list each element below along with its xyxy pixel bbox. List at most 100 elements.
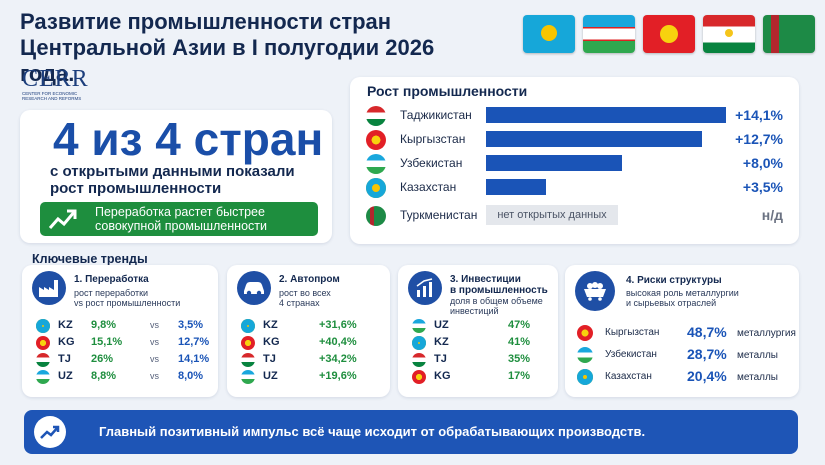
uzbekistan-flag-icon bbox=[36, 370, 50, 384]
growth-card: Рост промышленности Таджикистан +14,1% К… bbox=[350, 77, 799, 244]
country-code: UZ bbox=[263, 370, 278, 382]
vs-label: vs bbox=[150, 354, 159, 364]
turkmenistan-flag-icon bbox=[366, 206, 386, 226]
badge-line-1: Переработка растет быстрее bbox=[95, 205, 265, 219]
country-name: Казахстан bbox=[605, 371, 652, 382]
country-name: Узбекистан bbox=[400, 156, 463, 170]
risk-row: Узбекистан 28,7% металлы bbox=[577, 345, 792, 365]
summary-subtitle: с открытыми данными показали рост промыш… bbox=[50, 163, 295, 197]
trend-row: KG 15,1% vs 12,7% bbox=[36, 335, 216, 351]
growth-row: Кыргызстан +12,7% bbox=[366, 128, 791, 150]
growth-title: Рост промышленности bbox=[367, 83, 528, 99]
kazakhstan-flag-icon bbox=[523, 15, 575, 53]
country-name: Таджикистан bbox=[400, 108, 472, 122]
vs-label: vs bbox=[150, 337, 159, 347]
country-name: Туркменистан bbox=[400, 208, 478, 222]
trend-heading: 2. Автопром bbox=[279, 274, 340, 285]
investment-share: 17% bbox=[508, 370, 531, 382]
turkmenistan-flag-icon bbox=[763, 15, 815, 53]
country-code: KZ bbox=[263, 319, 278, 331]
growth-row: Туркменистан нет открытых данных н/д bbox=[366, 204, 791, 226]
country-code: KG bbox=[58, 336, 75, 348]
kyrgyzstan-flag-icon bbox=[366, 130, 386, 150]
mine-cart-icon bbox=[575, 271, 615, 311]
growth-bar bbox=[486, 155, 623, 171]
kazakhstan-flag-icon bbox=[577, 369, 593, 385]
growth-bar bbox=[486, 131, 703, 147]
uzbekistan-flag-icon bbox=[366, 154, 386, 174]
risk-row: Кыргызстан 48,7% металлургия bbox=[577, 323, 796, 343]
factory-icon bbox=[32, 271, 66, 305]
industry-growth: 8,0% bbox=[178, 370, 204, 382]
auto-growth: +34,2% bbox=[319, 353, 357, 365]
logo-subtitle: CENTER FOR ECONOMIC RESEARCH AND REFORMS bbox=[22, 91, 82, 101]
trend-sub-2: и сырьевых отраслей bbox=[626, 298, 717, 308]
country-code: KG bbox=[263, 336, 280, 348]
sector-type: металлургия bbox=[737, 328, 796, 339]
country-name: Казахстан bbox=[400, 180, 457, 194]
trend-row: UZ 8,8% vs 8,0% bbox=[36, 369, 216, 385]
heading-line-2: в промышленность bbox=[450, 285, 548, 296]
summary-badge: Переработка растет быстрее совокупной пр… bbox=[40, 202, 318, 236]
trend-row: KZ 41% bbox=[412, 335, 552, 351]
growth-value: +12,7% bbox=[735, 131, 783, 147]
kyrgyzstan-flag-icon bbox=[36, 336, 50, 350]
trend-up-icon bbox=[34, 416, 66, 448]
growth-row: Таджикистан +14,1% bbox=[366, 104, 791, 126]
summary-card: 4 из 4 стран с открытыми данными показал… bbox=[20, 110, 332, 243]
country-name: Узбекистан bbox=[605, 349, 657, 360]
title-line-2: Центральной Азии в I полугодии 2026 года… bbox=[20, 35, 435, 86]
kazakhstan-flag-icon bbox=[366, 178, 386, 198]
kyrgyzstan-flag-icon bbox=[577, 325, 593, 341]
investment-share: 41% bbox=[508, 336, 531, 348]
sector-type: металлы bbox=[737, 350, 778, 361]
country-code: UZ bbox=[58, 370, 73, 382]
trend-card-risks: 4. Риски структуры высокая роль металлур… bbox=[565, 265, 799, 397]
industry-growth: 14,1% bbox=[178, 353, 210, 365]
country-name: Кыргызстан bbox=[605, 327, 660, 338]
vs-label: vs bbox=[150, 320, 159, 330]
summary-headline: 4 из 4 стран bbox=[53, 113, 324, 165]
footer-banner: Главный позитивный импульс всё чаще исхо… bbox=[24, 410, 798, 454]
tajikistan-flag-icon bbox=[241, 353, 255, 367]
trend-heading: 1. Переработка bbox=[74, 274, 149, 285]
trend-card-investment: 3. Инвестиции в промышленность доля в об… bbox=[398, 265, 558, 397]
processing-growth: 26% bbox=[91, 353, 114, 365]
trend-sub-1: рост во всех bbox=[279, 288, 331, 298]
risk-row: Казахстан 20,4% металлы bbox=[577, 367, 792, 387]
trend-row: TJ 26% vs 14,1% bbox=[36, 352, 216, 368]
footer-text: Главный позитивный импульс всё чаще исхо… bbox=[99, 424, 646, 439]
trend-row: KZ 9,8% vs 3,5% bbox=[36, 318, 216, 334]
processing-growth: 8,8% bbox=[91, 370, 117, 382]
bar-chart-icon bbox=[408, 271, 442, 305]
industry-growth: 3,5% bbox=[178, 319, 204, 331]
country-code: UZ bbox=[434, 319, 449, 331]
vs-label: vs bbox=[150, 371, 159, 381]
trend-row: KG 17% bbox=[412, 369, 552, 385]
sector-type: металлы bbox=[737, 372, 778, 383]
flags-row bbox=[523, 15, 815, 53]
trend-sub-1: высокая роль металлургии bbox=[626, 288, 739, 298]
no-data-label: нет открытых данных bbox=[486, 205, 618, 225]
trend-sub-1: доля в общем объеме bbox=[450, 296, 543, 306]
processing-growth: 15,1% bbox=[91, 336, 123, 348]
uzbekistan-flag-icon bbox=[412, 319, 426, 333]
tajikistan-flag-icon bbox=[412, 353, 426, 367]
trend-up-icon bbox=[48, 209, 77, 229]
trend-row: KG +40,4% bbox=[241, 335, 381, 351]
trend-row: KZ +31,6% bbox=[241, 318, 381, 334]
country-code: TJ bbox=[434, 353, 447, 365]
trend-sub-1: рост переработки bbox=[74, 288, 149, 298]
investment-share: 47% bbox=[508, 319, 531, 331]
uzbekistan-flag-icon bbox=[241, 370, 255, 384]
country-code: TJ bbox=[263, 353, 276, 365]
country-code: KZ bbox=[434, 336, 449, 348]
uzbekistan-flag-icon bbox=[577, 347, 593, 363]
growth-value: +8,0% bbox=[742, 155, 783, 171]
growth-value: +3,5% bbox=[742, 179, 783, 195]
page-title: Развитие промышленности стран Центрально… bbox=[20, 9, 490, 87]
trend-sub-2: 4 странах bbox=[279, 298, 320, 308]
trend-row: TJ 35% bbox=[412, 352, 552, 368]
trend-heading: 3. Инвестиции в промышленность bbox=[450, 274, 548, 296]
kazakhstan-flag-icon bbox=[412, 336, 426, 350]
